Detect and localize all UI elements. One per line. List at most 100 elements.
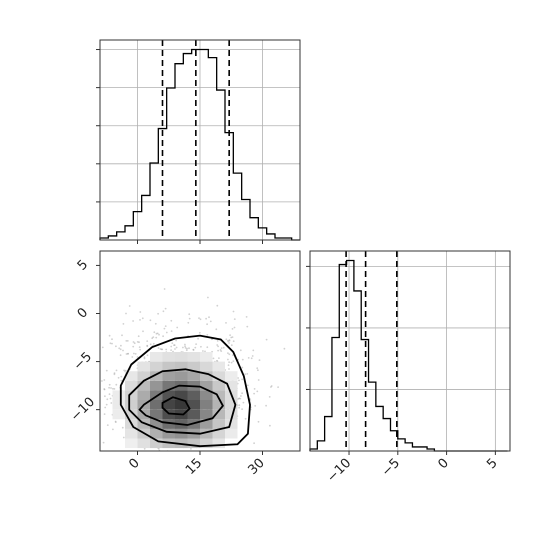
- scatter-point: [246, 373, 249, 375]
- scatter-point: [104, 395, 106, 398]
- scatter-point: [238, 404, 241, 407]
- scatter-point: [109, 397, 112, 400]
- scatter-point: [204, 350, 206, 353]
- scatter-point: [171, 342, 174, 344]
- scatter-point: [170, 319, 173, 322]
- density-cell: [150, 352, 163, 362]
- scatter-point: [241, 358, 244, 361]
- density-cell: [150, 409, 163, 420]
- density-cell: [150, 371, 163, 381]
- scatter-point: [114, 421, 117, 423]
- density-cell: [212, 419, 225, 429]
- density-cell: [225, 409, 238, 420]
- scatter-point: [163, 288, 166, 290]
- scatter-point: [253, 442, 256, 445]
- scatter-point: [159, 348, 162, 350]
- scatter-point: [136, 356, 139, 358]
- scatter-point: [119, 354, 122, 357]
- scatter-point: [110, 387, 112, 389]
- scatter-point: [164, 307, 167, 310]
- scatter-point: [227, 339, 229, 342]
- scatter-point: [256, 367, 259, 370]
- scatter-point: [152, 342, 155, 345]
- scatter-point: [228, 353, 231, 356]
- density-cell: [212, 409, 225, 420]
- scatter-point: [217, 349, 220, 352]
- scatter-point: [241, 408, 244, 410]
- scatter-point: [228, 339, 231, 342]
- scatter-point: [239, 349, 242, 352]
- scatter-point: [265, 404, 267, 407]
- scatter-point: [103, 413, 106, 415]
- scatter-point: [227, 340, 230, 343]
- scatter-point: [112, 428, 114, 431]
- scatter-point: [232, 310, 235, 313]
- scatter-point: [119, 348, 122, 351]
- scatter-point: [215, 328, 218, 331]
- scatter-point: [192, 348, 195, 351]
- density-cell: [125, 409, 138, 420]
- scatter-point: [115, 383, 118, 386]
- scatter-point: [198, 331, 201, 334]
- scatter-point: [125, 340, 128, 342]
- scatter-point: [165, 348, 168, 351]
- scatter-point: [103, 388, 106, 391]
- scatter-point: [108, 393, 111, 396]
- scatter-point: [212, 357, 215, 360]
- scatter-point: [227, 352, 229, 354]
- scatter-point: [232, 340, 235, 343]
- density-cell: [125, 438, 138, 449]
- scatter-point: [105, 403, 108, 406]
- scatter-point: [209, 320, 212, 323]
- density-cell: [175, 400, 188, 410]
- density-cell: [137, 390, 150, 400]
- scatter-point: [101, 346, 104, 349]
- density-cell: [150, 400, 163, 410]
- scatter-point: [142, 330, 144, 333]
- scatter-point: [247, 357, 250, 359]
- histogram-x-ticks: [96, 49, 263, 244]
- scatter-point: [228, 368, 230, 370]
- contour-line: [138, 384, 224, 426]
- scatter-point: [106, 424, 109, 426]
- density-cell: [137, 419, 150, 429]
- scatter-point: [156, 332, 159, 335]
- scatter-point: [232, 354, 234, 357]
- scatter-point: [241, 378, 244, 381]
- scatter-point: [228, 361, 231, 364]
- scatter-point: [233, 318, 236, 320]
- scatter-point: [238, 397, 241, 400]
- scatter-point: [256, 390, 259, 393]
- scatter-point: [146, 354, 149, 357]
- scatter-point: [125, 312, 127, 315]
- scatter-point: [202, 350, 204, 352]
- scatter-point: [247, 384, 249, 387]
- scatter-point: [241, 392, 244, 395]
- density-cell: [137, 438, 150, 449]
- scatter-point: [133, 352, 135, 355]
- scatter-point: [182, 346, 184, 349]
- scatter-point: [124, 369, 127, 372]
- density-cell: [200, 361, 213, 372]
- histogram-y-ticks: [306, 265, 496, 455]
- scatter-point: [194, 346, 197, 349]
- density-cell: [125, 390, 138, 400]
- scatter-point: [268, 396, 271, 398]
- contour-peak: [161, 396, 191, 416]
- scatter-point: [115, 369, 118, 372]
- scatter-point: [252, 349, 255, 352]
- scatter-point: [111, 342, 113, 345]
- scatter-point: [277, 386, 279, 388]
- scatter-point: [230, 344, 233, 347]
- scatter-point: [138, 341, 140, 344]
- scatter-point: [143, 447, 146, 450]
- scatter-point: [139, 319, 141, 321]
- density-cell: [125, 371, 138, 381]
- density-cell: [212, 371, 225, 381]
- scatter-point: [170, 349, 173, 351]
- scatter-point: [188, 317, 191, 320]
- scatter-point: [217, 345, 220, 348]
- scatter-point: [111, 338, 113, 341]
- scatter-point: [257, 420, 260, 423]
- scatter-point: [155, 336, 158, 339]
